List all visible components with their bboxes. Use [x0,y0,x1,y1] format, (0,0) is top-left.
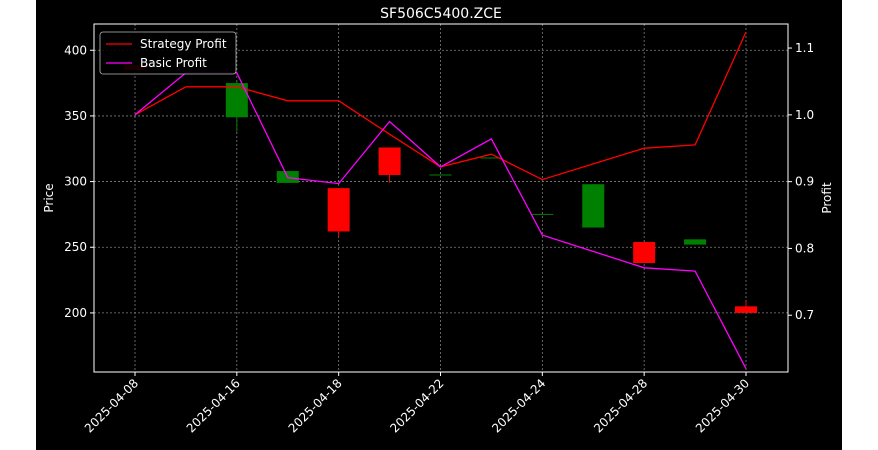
x-tick-label-1: 2025-04-16 [184,376,243,435]
y-left-tick-label-0: 200 [64,306,87,320]
candle-body-11 [684,239,707,245]
y-left-tick-label-2: 300 [64,175,87,189]
y-left-tick-label-1: 250 [64,240,87,254]
chart-figure: 200 250 300 350 400 0.7 0.8 0.9 1.0 1.1 2025-04-08… [36,0,842,450]
candle-body-2 [225,83,248,118]
y-right-tick-label-0: 0.7 [795,308,814,322]
y-right-tick-label-2: 0.9 [795,175,814,189]
plot-frame [93,23,789,373]
x-tick-label-2: 2025-04-18 [286,376,345,435]
chart-svg: 200 250 300 350 400 0.7 0.8 0.9 1.0 1.1 2025-04-08… [42,6,834,435]
candle-body-10 [633,241,656,264]
y-left-tick-label-4: 400 [64,43,87,57]
candle-body-5 [378,147,401,176]
candle-body-4 [327,188,350,232]
x-tick-label-5: 2025-04-28 [591,376,650,435]
x-tick-label-3: 2025-04-22 [387,376,446,435]
y-right-tick-label-4: 1.1 [795,41,814,55]
y-left-tick-label-3: 350 [64,109,87,123]
x-tick-label-6: 2025-04-30 [693,376,752,435]
y-right-tick-label-3: 1.0 [795,108,814,122]
legend-box [99,31,237,75]
chart-title: SF506C5400.ZCE [380,6,502,22]
x-tick-label-4: 2025-04-24 [489,376,548,435]
y-left-axis-label: Price [42,183,56,212]
x-tick-label-0: 2025-04-08 [82,376,141,435]
candle-body-9 [582,184,605,228]
y-right-axis-label: Profit [820,182,834,214]
candle-body-12 [735,306,757,313]
legend-label-1: Basic Profit [140,56,207,70]
y-right-tick-label-1: 0.8 [795,241,814,255]
series-line-0 [134,31,747,181]
legend-label-0: Strategy Profit [140,37,227,51]
